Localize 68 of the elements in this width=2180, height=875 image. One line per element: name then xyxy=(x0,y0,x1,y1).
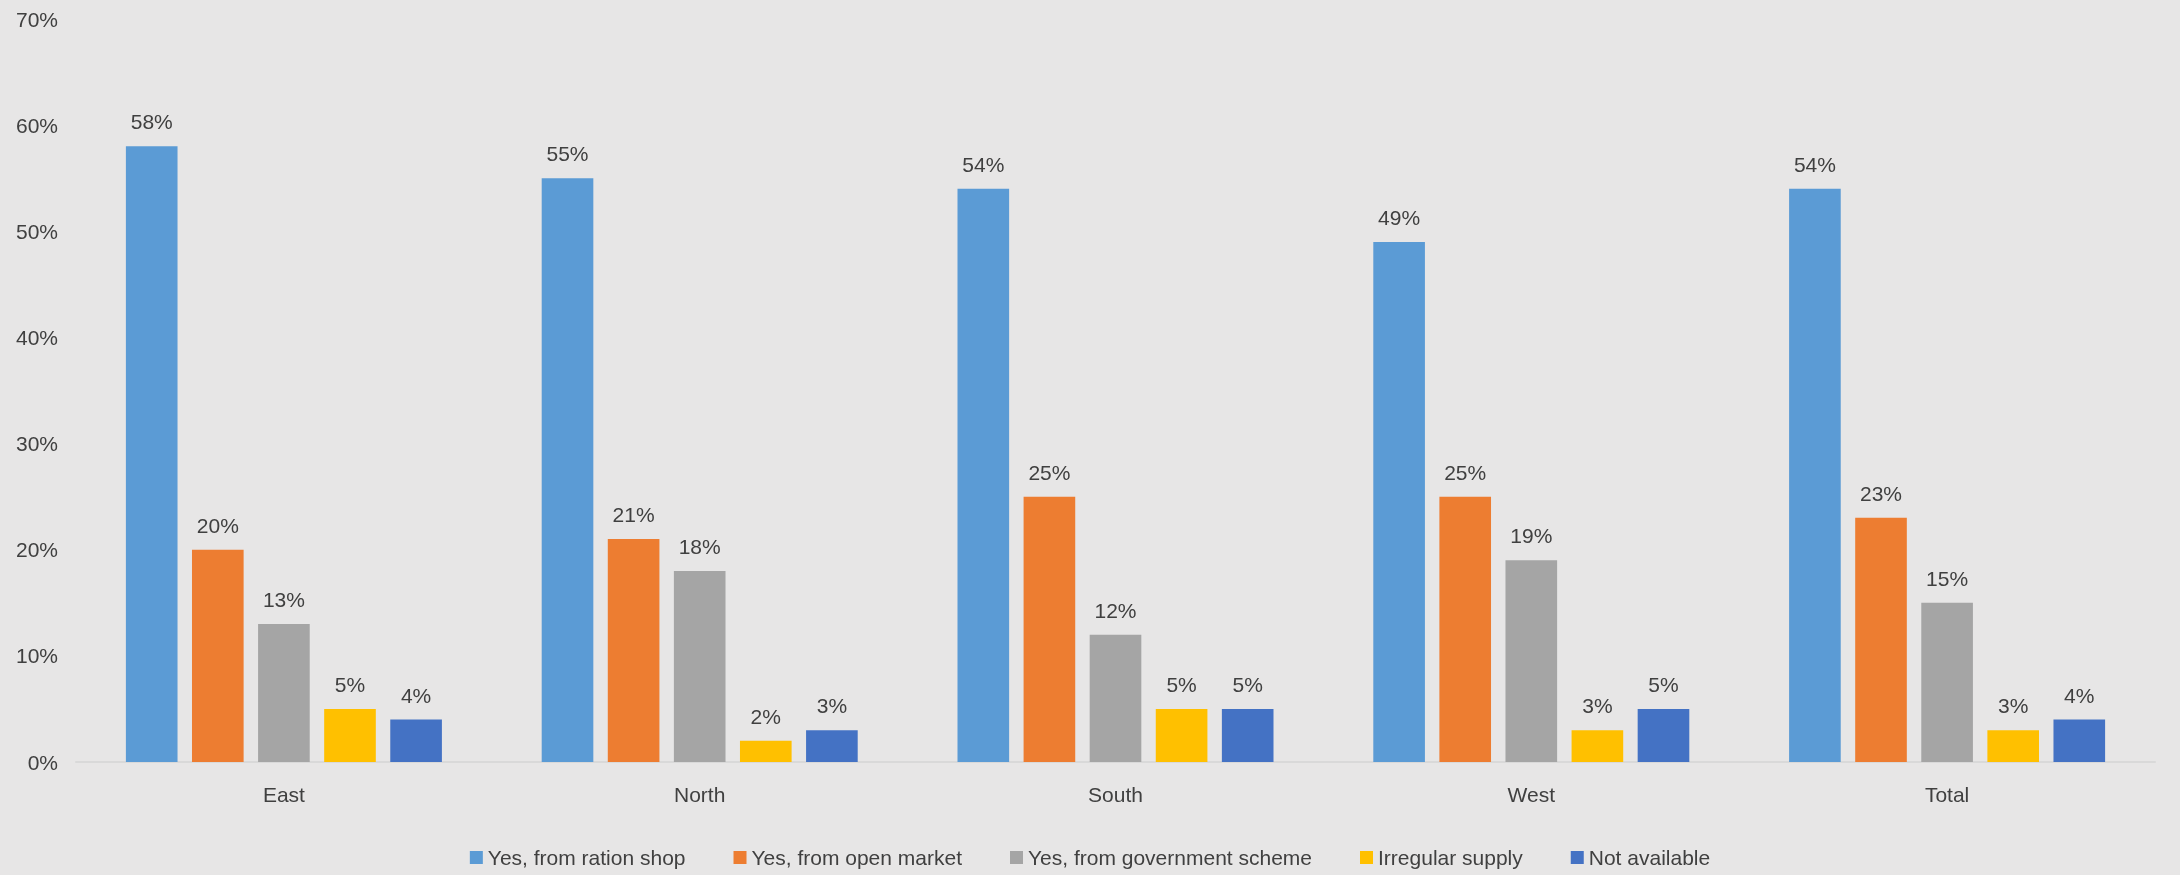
y-tick-label: 60% xyxy=(15,113,58,137)
bar xyxy=(1987,730,2040,762)
y-tick-label: 50% xyxy=(15,219,58,243)
bar xyxy=(1921,602,1973,762)
bar xyxy=(1637,708,1690,762)
data-label: 55% xyxy=(546,142,589,166)
data-label: 25% xyxy=(1028,460,1071,484)
data-label: 4% xyxy=(400,683,432,707)
data-label: 5% xyxy=(1648,672,1679,696)
data-label: 18% xyxy=(678,534,721,558)
bar xyxy=(2053,719,2106,762)
data-label: 19% xyxy=(1510,524,1553,548)
y-tick-label: 20% xyxy=(15,538,58,562)
y-tick-label: 40% xyxy=(15,325,58,349)
y-tick-label: 70% xyxy=(15,7,58,31)
bar xyxy=(739,740,792,762)
x-tick-label: West xyxy=(1507,783,1556,806)
bar xyxy=(324,708,376,762)
legend-label: Yes, from ration shop xyxy=(487,846,686,869)
x-tick-label: North xyxy=(674,783,726,806)
bar xyxy=(1571,730,1624,762)
legend-label: Yes, from open market xyxy=(751,846,963,869)
x-tick-label: East xyxy=(262,783,306,806)
bar xyxy=(258,624,310,762)
legend-label: Not available xyxy=(1588,846,1711,869)
data-label: 5% xyxy=(1232,672,1263,696)
data-label: 58% xyxy=(130,110,173,134)
data-label: 3% xyxy=(1582,694,1613,718)
bar xyxy=(1373,241,1425,762)
bar xyxy=(541,178,594,762)
data-label: 21% xyxy=(612,503,655,527)
data-label: 54% xyxy=(962,152,1005,176)
data-label: 15% xyxy=(1926,566,1969,590)
bar xyxy=(1505,560,1558,762)
data-label: 54% xyxy=(1793,152,1836,176)
data-label: 3% xyxy=(816,694,848,718)
data-label: 5% xyxy=(334,672,366,696)
bar xyxy=(191,549,244,762)
bar xyxy=(957,188,1010,762)
bar xyxy=(806,730,858,762)
x-tick-label: South xyxy=(1088,783,1143,806)
y-tick-label: 10% xyxy=(15,644,58,668)
bar xyxy=(390,719,442,762)
data-label: 25% xyxy=(1444,460,1487,484)
data-label: 5% xyxy=(1166,672,1197,696)
bar xyxy=(1155,708,1208,762)
legend-label: Yes, from government scheme xyxy=(1028,846,1313,869)
data-label: 4% xyxy=(2064,683,2095,707)
bar xyxy=(1221,708,1274,762)
bar xyxy=(1855,517,1907,762)
bar xyxy=(125,146,178,762)
data-label: 3% xyxy=(1998,694,2029,718)
bar xyxy=(1089,634,1142,762)
bar xyxy=(1023,496,1076,762)
bar xyxy=(673,570,726,762)
data-label: 2% xyxy=(750,704,781,728)
data-label: 23% xyxy=(1859,481,1903,505)
data-label: 13% xyxy=(262,588,305,612)
bar xyxy=(1439,496,1492,762)
data-label: 12% xyxy=(1094,598,1137,622)
y-tick-label: 0% xyxy=(27,750,58,774)
x-tick-label: Total xyxy=(1924,783,1970,806)
bar xyxy=(607,539,660,762)
legend-label: Irregular supply xyxy=(1378,846,1524,869)
data-label: 20% xyxy=(196,513,239,537)
data-label: 49% xyxy=(1378,205,1421,229)
bar xyxy=(1789,188,1841,762)
y-tick-label: 30% xyxy=(15,432,58,456)
